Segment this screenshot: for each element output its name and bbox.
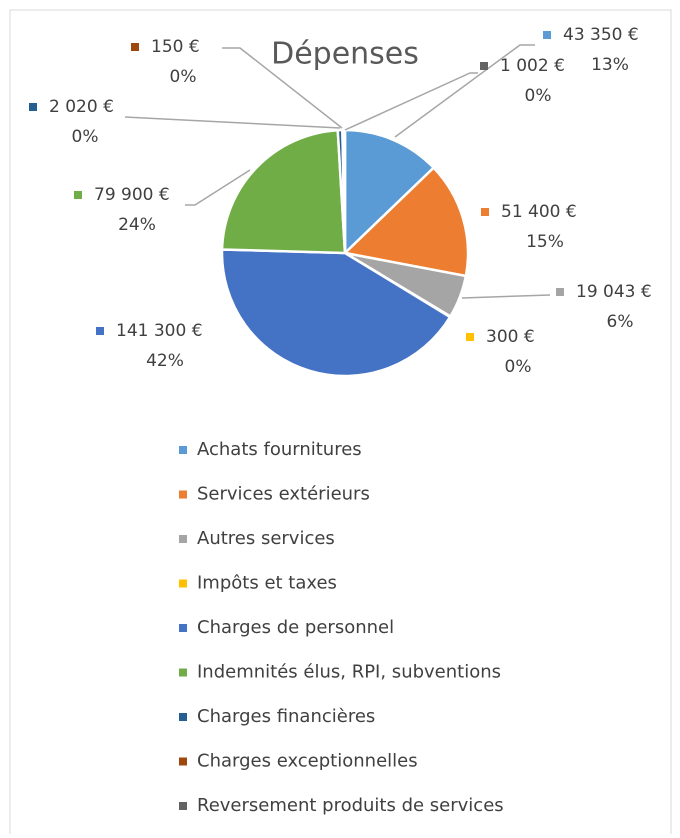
label-marker <box>466 333 474 341</box>
pie-slice <box>342 165 470 278</box>
label-marker <box>480 62 488 70</box>
legend-marker <box>179 446 187 454</box>
chart-border <box>9 9 672 838</box>
legend-label: Charges exceptionnelles <box>197 751 418 772</box>
label-marker <box>96 327 104 335</box>
chart-title: Dépenses <box>271 37 419 72</box>
percent-label: 0% <box>505 357 532 377</box>
leader-line <box>394 44 535 138</box>
label-marker <box>543 31 551 39</box>
percent-label: 24% <box>118 215 156 235</box>
legend-label: Charges de personnel <box>197 617 394 638</box>
percent-label: 0% <box>72 127 99 147</box>
legend-marker <box>179 490 187 499</box>
leader-line <box>185 169 251 206</box>
legend-label: Charges financières <box>197 706 375 727</box>
data-label: 43 350 € <box>563 25 639 45</box>
legend-marker <box>179 535 187 543</box>
legend-label: Autres services <box>197 528 335 549</box>
legend-marker <box>179 802 187 810</box>
data-label: 150 € <box>151 37 200 57</box>
legend-marker <box>179 668 187 677</box>
legend-marker <box>179 624 187 632</box>
legend-marker <box>179 579 187 588</box>
data-label: 300 € <box>486 327 535 347</box>
legend-label: Achats fournitures <box>197 439 362 460</box>
data-label: 19 043 € <box>576 282 652 302</box>
legend-marker <box>179 757 187 766</box>
percent-label: 6% <box>607 312 634 332</box>
percent-label: 0% <box>170 67 197 87</box>
percent-label: 15% <box>526 232 564 252</box>
legend-marker <box>179 713 187 721</box>
percent-label: 13% <box>591 55 629 75</box>
data-label: 1 002 € <box>500 56 565 76</box>
pie-slice <box>220 128 347 255</box>
data-label: 51 400 € <box>501 202 577 222</box>
data-label: 141 300 € <box>116 321 203 341</box>
percent-label: 42% <box>146 351 184 371</box>
label-marker <box>481 208 489 216</box>
data-label: 2 020 € <box>49 97 114 117</box>
pie-slice <box>343 128 436 256</box>
leader-line <box>344 72 478 131</box>
leader-line <box>222 47 343 129</box>
legend-label: Impôts et taxes <box>197 573 337 594</box>
legend-label: Services extérieurs <box>197 484 370 505</box>
label-marker <box>29 103 37 111</box>
pie-slice <box>220 248 452 378</box>
label-marker <box>74 191 82 199</box>
legend-label: Reversement produits de services <box>197 795 504 816</box>
leader-line <box>124 116 341 129</box>
leader-line <box>461 294 551 299</box>
data-label: 79 900 € <box>94 185 170 205</box>
pie-slice <box>341 128 347 254</box>
label-marker <box>131 43 139 51</box>
label-marker <box>556 288 564 296</box>
legend-label: Indemnités élus, RPI, subventions <box>197 662 501 683</box>
percent-label: 0% <box>525 86 552 106</box>
